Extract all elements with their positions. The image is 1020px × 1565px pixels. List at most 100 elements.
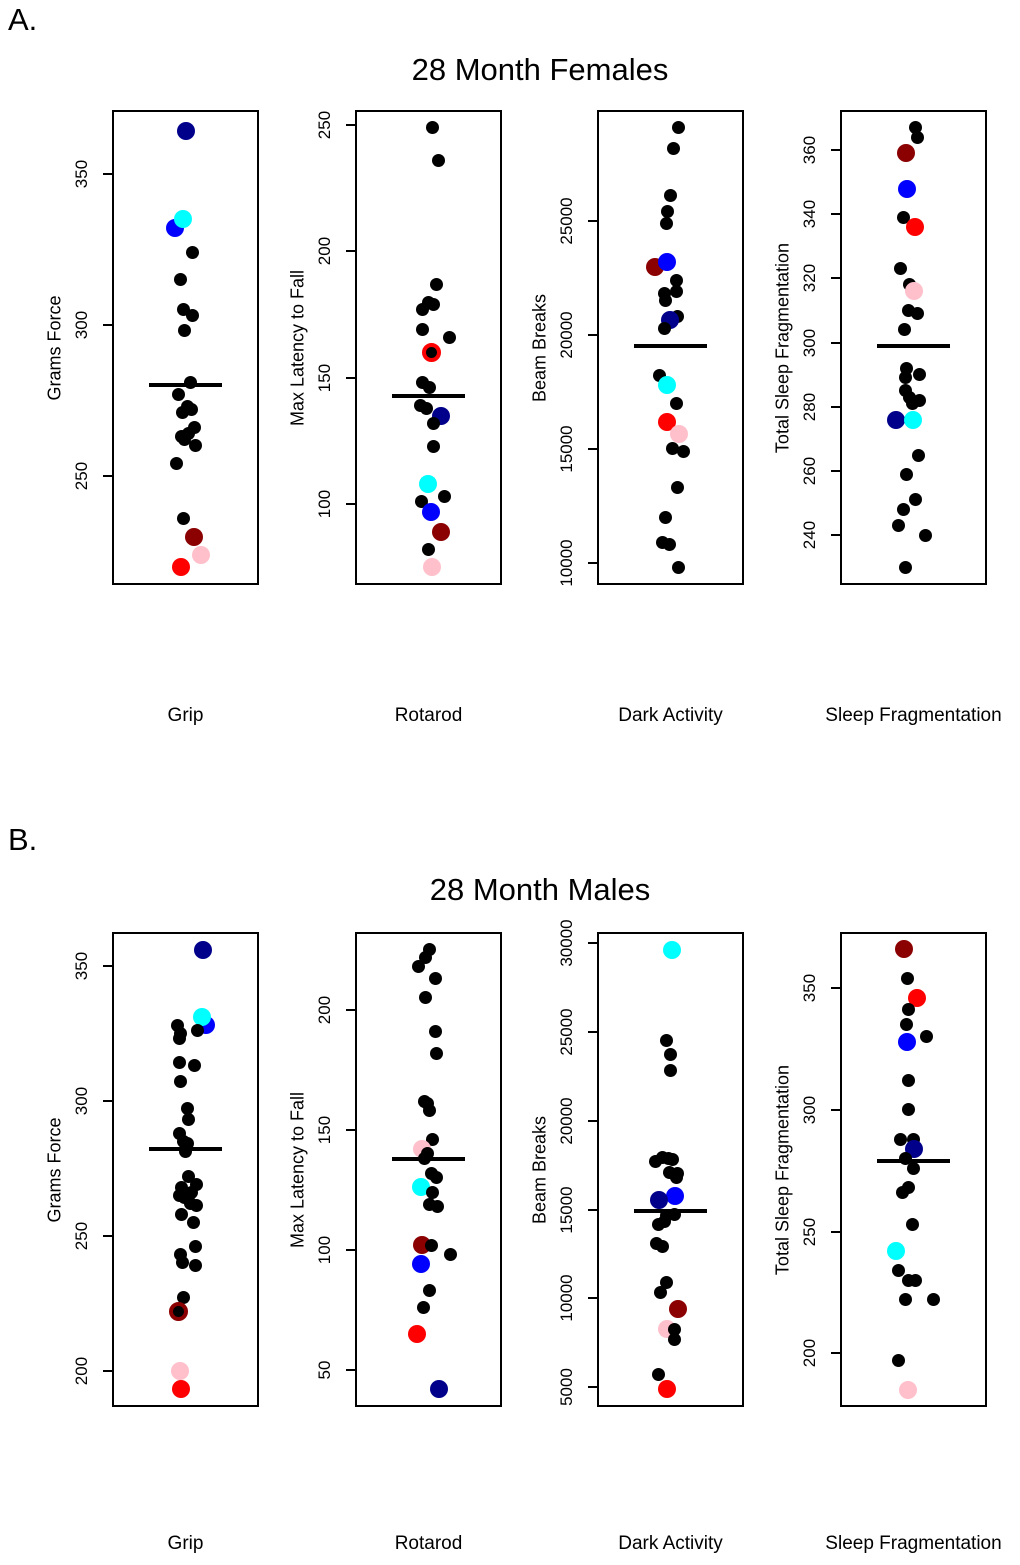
data-point-black xyxy=(899,560,912,574)
data-point-black xyxy=(912,448,925,462)
data-point-black xyxy=(426,1185,439,1199)
data-point-black xyxy=(906,397,919,411)
y-tick-mark xyxy=(103,475,112,478)
y-tick-mark xyxy=(588,1208,597,1211)
data-point-black xyxy=(668,1332,681,1346)
data-point-black xyxy=(178,324,191,338)
data-point-black xyxy=(443,330,456,344)
y-tick-mark xyxy=(588,333,597,336)
data-point-darkred xyxy=(668,1300,687,1319)
data-point-red xyxy=(171,557,190,576)
data-point-pink xyxy=(904,282,923,301)
data-point-black-ring-darkred xyxy=(169,1301,188,1321)
y-tick-label: 25000 xyxy=(557,197,576,245)
data-point-black xyxy=(432,154,445,168)
data-point-black xyxy=(927,1293,940,1307)
y-tick-mark xyxy=(346,250,355,253)
data-point-red xyxy=(657,1380,676,1399)
data-point-black xyxy=(438,490,451,504)
y-tick-label: 200 xyxy=(800,1339,819,1368)
y-axis-title-grip-b: Grams Force xyxy=(44,1116,65,1223)
y-tick-label: 240 xyxy=(800,521,819,550)
data-point-black xyxy=(173,1032,186,1046)
data-point-black xyxy=(900,1018,913,1032)
data-point-black xyxy=(189,1239,202,1253)
x-axis-label-rotarod-a: Rotarod xyxy=(394,705,463,726)
data-point-black xyxy=(906,1217,919,1231)
data-point-pink xyxy=(669,425,688,444)
y-tick-mark xyxy=(831,1230,840,1233)
y-tick-mark xyxy=(831,277,840,280)
data-point-cyan xyxy=(411,1178,430,1197)
data-point-pink xyxy=(170,1361,189,1380)
data-point-black xyxy=(422,543,435,557)
data-point-cyan xyxy=(657,376,676,395)
y-tick-label: 250 xyxy=(800,1217,819,1246)
y-tick-label: 5000 xyxy=(557,1368,576,1407)
data-point-red xyxy=(171,1380,190,1399)
y-tick-mark xyxy=(103,323,112,326)
data-point-black xyxy=(892,1354,905,1368)
data-point-black xyxy=(427,416,440,430)
data-point-black xyxy=(181,1102,194,1116)
data-point-black xyxy=(176,1256,189,1270)
y-tick-label: 300 xyxy=(800,328,819,357)
data-point-black xyxy=(894,262,907,276)
data-point-black xyxy=(416,303,429,317)
data-point-red xyxy=(407,1324,426,1343)
data-point-black xyxy=(172,387,185,401)
data-point-black xyxy=(660,216,673,230)
y-tick-label: 350 xyxy=(72,159,91,188)
data-point-black xyxy=(412,960,425,974)
y-tick-label: 20000 xyxy=(557,1096,576,1145)
data-point-black xyxy=(419,991,432,1005)
data-point-black xyxy=(920,1030,933,1044)
y-tick-mark xyxy=(831,213,840,216)
y-tick-mark xyxy=(588,220,597,222)
data-point-red xyxy=(657,412,676,431)
data-point-black xyxy=(660,1034,673,1048)
data-point-black xyxy=(179,1145,192,1159)
data-point-blue xyxy=(657,253,676,272)
panel-b-letter: B. xyxy=(8,822,38,857)
y-tick-mark xyxy=(831,534,840,537)
data-point-black xyxy=(426,121,439,135)
y-tick-label: 360 xyxy=(800,135,819,165)
y-tick-mark xyxy=(346,1008,355,1011)
y-tick-label: 25000 xyxy=(557,1007,576,1056)
data-point-black xyxy=(654,1285,667,1299)
y-tick-mark xyxy=(831,987,840,990)
data-point-black xyxy=(658,321,671,335)
data-point-black xyxy=(177,511,190,525)
y-axis-title-rotarod-a: Max Latency to Fall xyxy=(287,269,308,426)
plot-box-grip-a xyxy=(112,110,259,585)
data-point-pink xyxy=(898,1380,917,1399)
data-point-black xyxy=(416,323,429,337)
data-point-black xyxy=(174,272,187,286)
data-point-black xyxy=(423,1104,436,1118)
data-point-black xyxy=(175,1207,188,1221)
data-point-black xyxy=(909,1273,922,1287)
y-tick-label: 15000 xyxy=(557,425,576,473)
x-axis-label-rotarod-b: Rotarod xyxy=(394,1533,463,1554)
y-axis-title-dark-activity-a: Beam Breaks xyxy=(529,293,550,402)
data-point-cyan xyxy=(192,1008,211,1026)
data-point-black xyxy=(444,1248,457,1262)
data-point-black xyxy=(664,1064,677,1078)
data-point-black xyxy=(901,971,914,985)
data-point-black xyxy=(899,1293,912,1307)
data-point-red xyxy=(907,988,926,1007)
y-tick-label: 300 xyxy=(72,1086,91,1115)
data-point-darkred xyxy=(894,940,913,959)
mean-line-sleep-fragmentation-b xyxy=(876,1158,951,1163)
data-point-black xyxy=(892,519,905,533)
y-tick-label: 100 xyxy=(315,489,334,519)
data-point-black xyxy=(663,538,676,552)
data-point-black xyxy=(178,433,191,447)
y-tick-label: 350 xyxy=(72,951,91,980)
y-tick-mark xyxy=(588,1297,597,1300)
y-tick-label: 250 xyxy=(315,110,334,140)
x-axis-label-grip-a: Grip xyxy=(167,705,204,726)
data-point-black xyxy=(668,1323,681,1337)
